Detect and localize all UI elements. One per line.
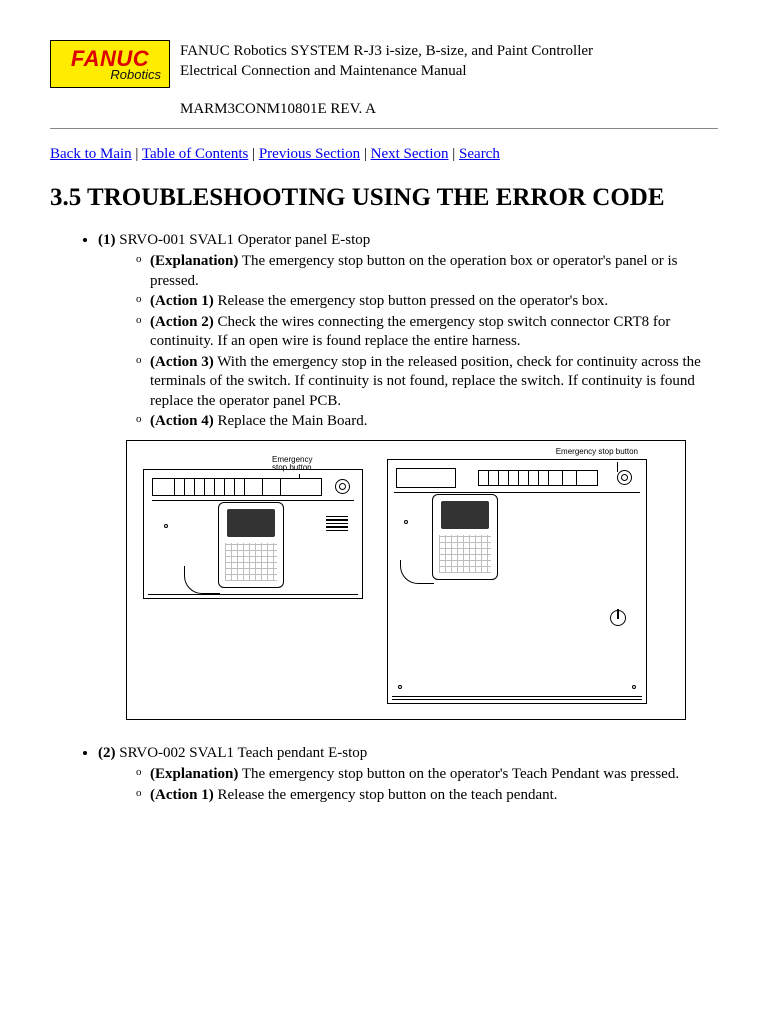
nav-back-to-main[interactable]: Back to Main [50, 146, 132, 162]
nav-next[interactable]: Next Section [371, 146, 449, 162]
item2-explanation: (Explanation) The emergency stop button … [136, 765, 718, 785]
nav-sep: | [248, 146, 259, 162]
estop-label-left: Emergency stop button [272, 456, 312, 472]
teach-pendant-icon [218, 502, 284, 588]
nav-toc[interactable]: Table of Contents [142, 146, 248, 162]
estop-button-icon [617, 470, 632, 485]
item1-details: (Explanation) The emergency stop button … [98, 252, 718, 432]
nav-links: Back to Main | Table of Contents | Previ… [50, 145, 718, 165]
item1-explanation: (Explanation) The emergency stop button … [136, 252, 718, 291]
label-line [617, 462, 618, 472]
header-title-block: FANUC Robotics SYSTEM R-J3 i-size, B-siz… [180, 40, 593, 81]
item1-action2: (Action 2) Check the wires connecting th… [136, 313, 718, 352]
nav-search[interactable]: Search [459, 146, 500, 162]
nav-sep: | [449, 146, 460, 162]
top-control-bar-left [152, 478, 322, 496]
header-line1: FANUC Robotics SYSTEM R-J3 i-size, B-siz… [180, 42, 593, 62]
doc-revision: MARM3CONM10801E REV. A [180, 100, 718, 120]
cable-icon [184, 566, 220, 594]
item2-details: (Explanation) The emergency stop button … [98, 765, 718, 805]
error-list-2: (2) SRVO-002 SVAL1 Teach pendant E-stop … [50, 744, 718, 806]
top-control-bar-right [478, 470, 598, 486]
diagram-container: Emergency stop button Emergency stop but… [126, 440, 718, 720]
item1-action1: (Action 1) Release the emergency stop bu… [136, 292, 718, 312]
item2-action1: (Action 1) Release the emergency stop bu… [136, 786, 718, 806]
header-line2: Electrical Connection and Maintenance Ma… [180, 62, 593, 82]
rotary-knob-icon [610, 610, 626, 626]
doc-header: FANUC Robotics FANUC Robotics SYSTEM R-J… [50, 40, 718, 88]
cable-icon [400, 560, 434, 584]
item2-num: (2) [98, 745, 116, 761]
fanuc-logo: FANUC Robotics [50, 40, 170, 88]
operator-box-large: Emergency stop button [387, 459, 647, 704]
error-item-1: (1) SRVO-001 SVAL1 Operator panel E-stop… [98, 231, 718, 432]
item1-action4: (Action 4) Replace the Main Board. [136, 412, 718, 432]
error-item-2: (2) SRVO-002 SVAL1 Teach pendant E-stop … [98, 744, 718, 806]
estop-label-right: Emergency stop button [556, 448, 638, 456]
section-title: 3.5 TROUBLESHOOTING USING THE ERROR CODE [50, 182, 718, 215]
nav-sep: | [360, 146, 371, 162]
divider [50, 128, 718, 129]
item1-num: (1) [98, 232, 116, 248]
nav-prev[interactable]: Previous Section [259, 146, 360, 162]
teach-pendant-icon [432, 494, 498, 580]
item1-action3: (Action 3) With the emergency stop in th… [136, 353, 718, 412]
error-list: (1) SRVO-001 SVAL1 Operator panel E-stop… [50, 231, 718, 432]
operator-panel-diagram: Emergency stop button Emergency stop but… [126, 440, 686, 720]
operator-box-small: Emergency stop button [143, 469, 363, 599]
estop-button-icon [335, 479, 350, 494]
item1-title: SRVO-001 SVAL1 Operator panel E-stop [116, 232, 371, 248]
logo-subtext: Robotics [110, 68, 161, 81]
nav-sep: | [132, 146, 142, 162]
item2-title: SRVO-002 SVAL1 Teach pendant E-stop [116, 745, 368, 761]
vent-icon [326, 516, 348, 532]
